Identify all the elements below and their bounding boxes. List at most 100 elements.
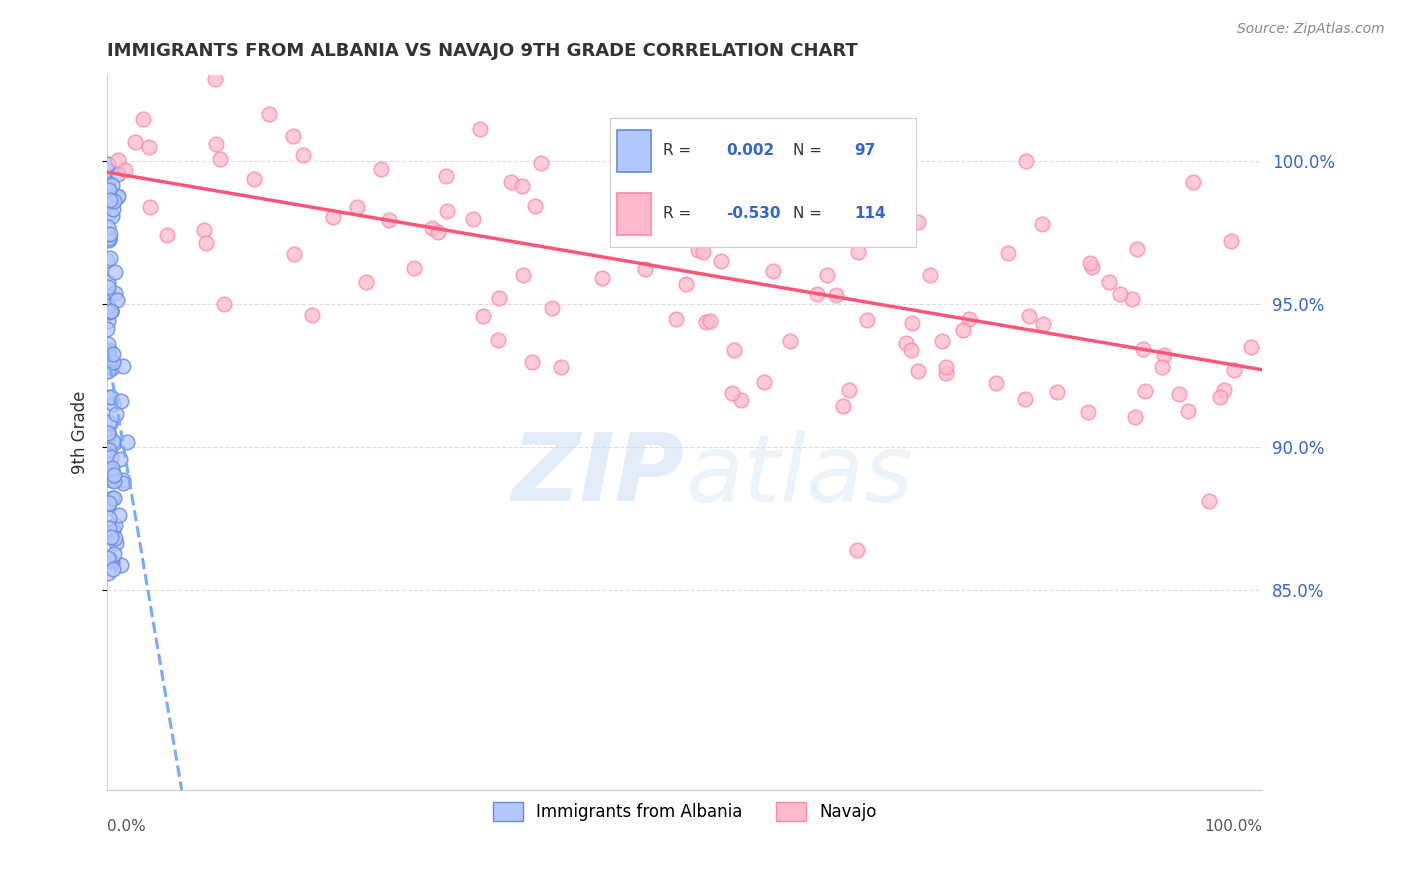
- Point: [838, 384, 860, 398]
- Point: [699, 314, 721, 328]
- Point: [114, 163, 136, 178]
- Point: [931, 334, 953, 348]
- Point: [107, 153, 129, 167]
- Point: [986, 376, 1008, 390]
- Point: [98, 442, 121, 457]
- Point: [98, 204, 121, 219]
- Point: [1121, 292, 1143, 306]
- Point: [779, 334, 801, 349]
- Point: [97, 566, 120, 580]
- Point: [356, 275, 378, 289]
- Point: [486, 334, 509, 348]
- Point: [1081, 260, 1104, 274]
- Point: [97, 448, 120, 462]
- Point: [110, 558, 132, 572]
- Point: [104, 531, 127, 545]
- Point: [550, 359, 572, 374]
- Point: [194, 236, 217, 251]
- Point: [846, 245, 869, 260]
- Point: [101, 434, 124, 448]
- Legend: Immigrants from Albania, Navajo: Immigrants from Albania, Navajo: [486, 796, 883, 828]
- Point: [98, 415, 121, 429]
- Point: [1177, 404, 1199, 418]
- Point: [695, 315, 717, 329]
- Point: [96, 253, 118, 268]
- Point: [98, 511, 121, 525]
- Point: [100, 553, 122, 567]
- Point: [292, 148, 315, 162]
- Point: [436, 204, 458, 219]
- Point: [862, 223, 884, 237]
- Point: [104, 518, 127, 533]
- Point: [1032, 317, 1054, 331]
- Text: atlas: atlas: [685, 430, 912, 521]
- Point: [98, 182, 121, 196]
- Point: [723, 343, 745, 358]
- Point: [98, 231, 121, 245]
- Point: [1078, 255, 1101, 269]
- Point: [512, 268, 534, 282]
- Point: [523, 199, 546, 213]
- Text: IMMIGRANTS FROM ALBANIA VS NAVAJO 9TH GRADE CORRELATION CHART: IMMIGRANTS FROM ALBANIA VS NAVAJO 9TH GR…: [107, 42, 858, 60]
- Text: 100.0%: 100.0%: [1204, 819, 1263, 833]
- Point: [107, 167, 129, 181]
- Point: [243, 172, 266, 186]
- Point: [997, 246, 1019, 260]
- Point: [541, 301, 564, 315]
- Text: ZIP: ZIP: [512, 429, 685, 522]
- Point: [98, 390, 121, 404]
- Point: [1182, 175, 1205, 189]
- Point: [101, 561, 124, 575]
- Point: [101, 361, 124, 376]
- Point: [103, 524, 125, 538]
- Point: [1212, 383, 1234, 397]
- Point: [1077, 404, 1099, 418]
- Point: [103, 194, 125, 208]
- Point: [97, 356, 120, 370]
- Point: [896, 336, 918, 351]
- Point: [97, 523, 120, 537]
- Point: [98, 521, 121, 535]
- Point: [103, 435, 125, 450]
- Point: [110, 394, 132, 409]
- Point: [98, 231, 121, 245]
- Point: [1153, 348, 1175, 362]
- Point: [1239, 340, 1261, 354]
- Point: [97, 175, 120, 189]
- Point: [499, 175, 522, 189]
- Point: [755, 220, 778, 235]
- Point: [907, 215, 929, 229]
- Point: [1097, 275, 1119, 289]
- Point: [97, 280, 120, 294]
- Point: [101, 460, 124, 475]
- Point: [103, 491, 125, 505]
- Point: [100, 450, 122, 464]
- Point: [100, 209, 122, 223]
- Point: [676, 231, 699, 245]
- Point: [98, 288, 121, 302]
- Point: [97, 355, 120, 369]
- Point: [97, 196, 120, 211]
- Point: [97, 304, 120, 318]
- Point: [103, 355, 125, 369]
- Point: [103, 202, 125, 217]
- Point: [97, 314, 120, 328]
- Point: [472, 309, 495, 323]
- Point: [112, 359, 135, 373]
- Point: [281, 129, 304, 144]
- Point: [97, 501, 120, 516]
- Point: [762, 264, 785, 278]
- Point: [139, 200, 162, 214]
- Point: [97, 364, 120, 378]
- Point: [846, 543, 869, 558]
- Point: [322, 210, 344, 224]
- Point: [117, 434, 139, 449]
- Point: [1198, 494, 1220, 508]
- Point: [1126, 242, 1149, 256]
- Point: [98, 251, 121, 265]
- Point: [957, 312, 980, 326]
- Point: [101, 19, 124, 33]
- Point: [100, 474, 122, 488]
- Point: [1133, 384, 1156, 398]
- Point: [97, 469, 120, 483]
